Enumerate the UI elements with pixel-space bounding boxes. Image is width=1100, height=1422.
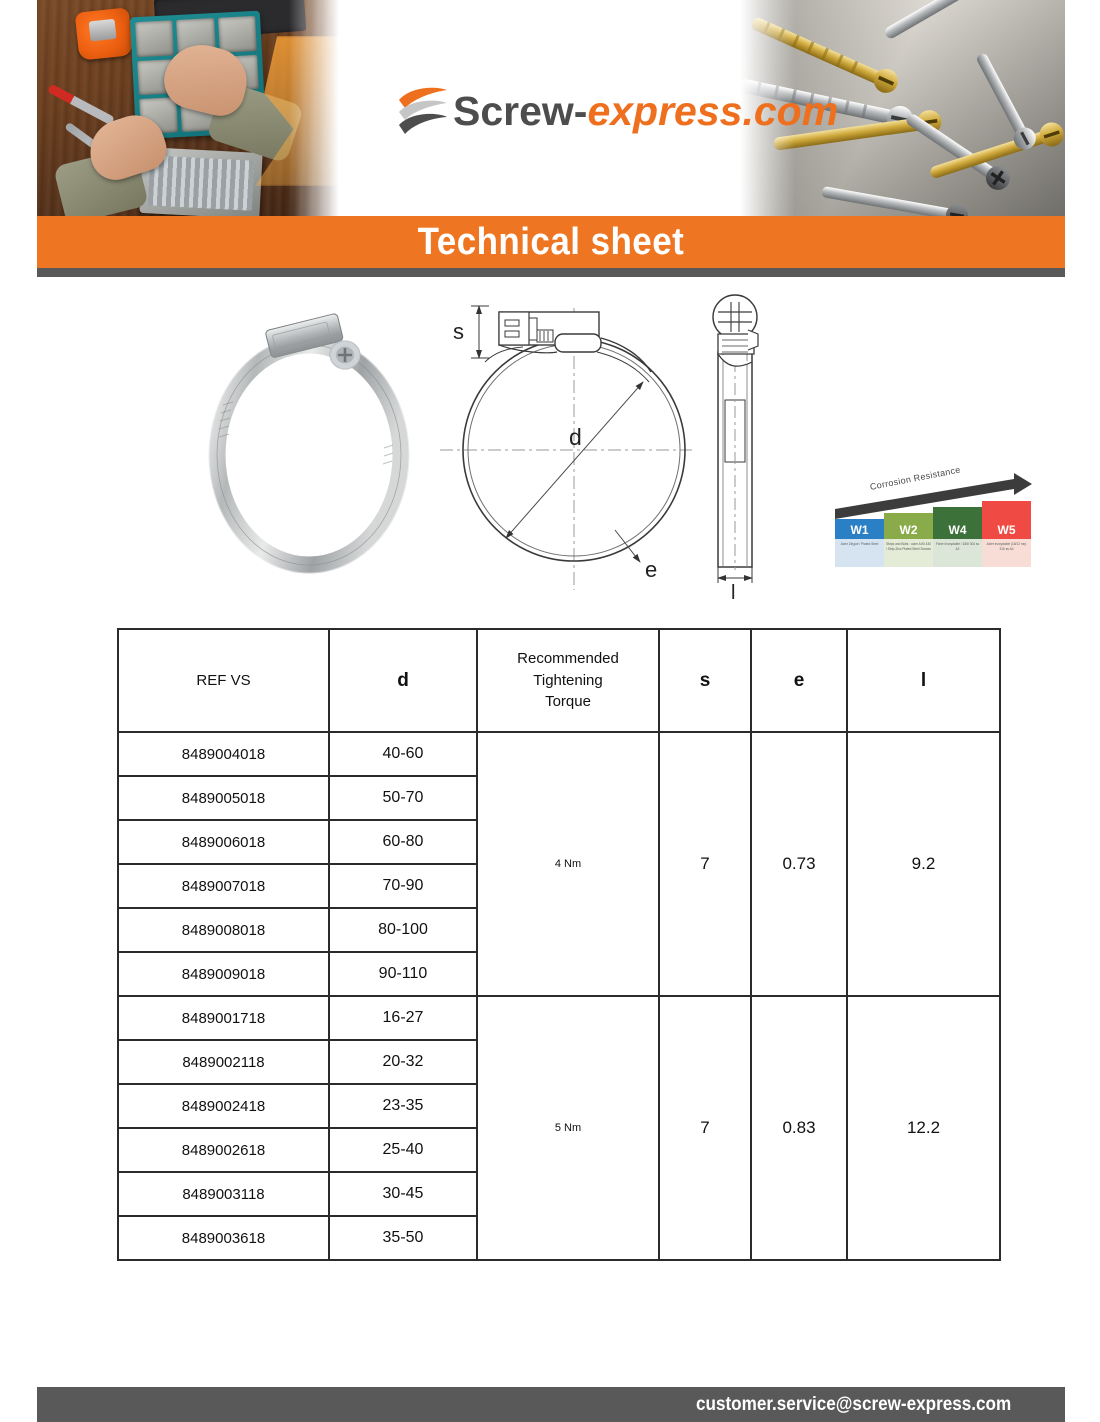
cell-s-group-2: 7 <box>658 995 752 1261</box>
contact-email[interactable]: customer.service@screw-express.com <box>695 1393 1011 1415</box>
cell-ref: 8489003618 <box>117 1215 330 1261</box>
cell-ref: 8489006018 <box>117 819 330 865</box>
grade-desc-w5: Acier inoxydable (18/12 mo) 316 ss A4 <box>982 539 1031 567</box>
cell-d: 23-35 <box>328 1083 478 1129</box>
title-underbar <box>37 268 1065 277</box>
grade-desc-w1: Acier Zingué / Plated Steel <box>835 539 884 567</box>
table-body: 8489004018 40-60 4 Nm 7 0.73 9.2 8489005… <box>117 731 1001 1261</box>
cell-d: 20-32 <box>328 1039 478 1085</box>
cell-d: 70-90 <box>328 863 478 909</box>
cell-d: 90-110 <box>328 951 478 997</box>
cell-d: 25-40 <box>328 1127 478 1173</box>
specification-table: REF VS d Recommended Tightening Torque s… <box>117 628 1001 1261</box>
col-header-torque: Recommended Tightening Torque <box>476 628 660 733</box>
dimension-label-d: d <box>569 424 582 450</box>
cell-ref: 8489003118 <box>117 1171 330 1217</box>
corrosion-grade-w4: W4 Fixier Inoxydable / 18/8 304 ss A2 <box>933 505 982 567</box>
screws-photo <box>733 0 1065 216</box>
cell-ref: 8489007018 <box>117 863 330 909</box>
corrosion-resistance-chart: Corrosion Resistance W1 Acier Zingué / P… <box>818 465 1036 581</box>
footer-bar: customer.service@screw-express.com <box>37 1387 1065 1422</box>
corrosion-grade-w5: W5 Acier inoxydable (18/12 mo) 316 ss A4 <box>982 501 1031 567</box>
tape-measure-icon <box>74 7 134 61</box>
cell-ref: 8489005018 <box>117 775 330 821</box>
col-header-s: s <box>658 628 752 733</box>
product-photo-hose-clamp <box>187 295 437 595</box>
table-row: 8489003618 35-50 <box>117 1215 1000 1261</box>
cell-d: 60-80 <box>328 819 478 865</box>
drawings-row: s d e <box>37 285 1065 605</box>
table-row: 8489005018 50-70 <box>117 775 1000 821</box>
cell-d: 35-50 <box>328 1215 478 1261</box>
table-row: 8489006018 60-80 <box>117 819 1000 865</box>
grade-desc-w2: Strips and Bolts : acier AISI 430 / Stri… <box>884 539 933 567</box>
table-row: 8489003118 30-45 <box>117 1171 1000 1217</box>
cell-l-group-2: 12.2 <box>846 995 1001 1261</box>
cell-s-group-1: 7 <box>658 731 752 997</box>
corrosion-grade-w1: W1 Acier Zingué / Plated Steel <box>835 505 884 567</box>
dimension-drawing-side-view: l <box>692 290 812 604</box>
brand-logo[interactable]: Screw-express.com <box>397 76 838 146</box>
header-banner: Screw-express.com <box>37 0 1065 216</box>
dimension-label-s: s <box>453 319 464 344</box>
cell-ref: 8489002118 <box>117 1039 330 1085</box>
table-row: 8489002118 20-32 <box>117 1039 1000 1085</box>
cell-ref: 8489002418 <box>117 1083 330 1129</box>
cell-e-group-2: 0.83 <box>750 995 848 1261</box>
logo-text-orange: express.com <box>587 87 839 134</box>
cell-d: 50-70 <box>328 775 478 821</box>
specification-table-wrapper: REF VS d Recommended Tightening Torque s… <box>117 628 1001 1261</box>
table-row: 8489009018 90-110 <box>117 951 1000 997</box>
col-header-ref: REF VS <box>117 628 330 733</box>
table-row: 8489007018 70-90 <box>117 863 1000 909</box>
table-row: 8489002618 25-40 <box>117 1127 1000 1173</box>
dimension-label-l: l <box>731 582 735 600</box>
grade-desc-w4: Fixier Inoxydable / 18/8 304 ss A2 <box>933 539 982 567</box>
corrosion-grade-w2: W2 Strips and Bolts : acier AISI 430 / S… <box>884 505 933 567</box>
dimension-drawing-front-view: s d e <box>437 290 727 600</box>
col-header-l: l <box>846 628 1001 733</box>
logo-wordmark: Screw-express.com <box>453 87 839 134</box>
grade-code-w1: W1 <box>850 523 869 537</box>
cell-ref: 8489002618 <box>117 1127 330 1173</box>
cell-d: 16-27 <box>328 995 478 1041</box>
cell-l-group-1: 9.2 <box>846 731 1001 997</box>
cell-ref: 8489009018 <box>117 951 330 997</box>
page-title: Technical sheet <box>417 221 685 263</box>
cell-d: 30-45 <box>328 1171 478 1217</box>
cell-ref: 8489004018 <box>117 731 330 777</box>
cell-d: 40-60 <box>328 731 478 777</box>
cell-torque-group-1: 4 Nm <box>476 731 660 997</box>
table-row: 8489001718 16-27 5 Nm 7 0.83 12.2 <box>117 995 1001 1261</box>
cell-torque-group-2: 5 Nm <box>476 995 660 1261</box>
grade-code-w4: W4 <box>948 523 967 537</box>
col-header-torque-line3: Torque <box>545 693 591 711</box>
logo-text-dark: Screw- <box>453 87 588 134</box>
swoosh-logo-mark-icon <box>397 84 449 138</box>
col-header-d: d <box>328 628 478 733</box>
table-header-row: REF VS d Recommended Tightening Torque s… <box>117 628 1001 733</box>
workbench-photo <box>37 0 347 216</box>
table-row: 8489002418 23-35 <box>117 1083 1000 1129</box>
cell-ref: 8489001718 <box>117 995 330 1041</box>
grade-code-w2: W2 <box>899 523 918 537</box>
col-header-torque-line2: Tightening <box>533 671 603 689</box>
col-header-e: e <box>750 628 848 733</box>
corrosion-grade-columns: W1 Acier Zingué / Plated Steel W2 Strips… <box>835 501 1031 567</box>
col-header-torque-line1: Recommended <box>517 649 619 667</box>
grade-code-w5: W5 <box>997 523 1016 537</box>
cell-e-group-1: 0.73 <box>750 731 848 997</box>
table-row: 8489008018 80-100 <box>117 907 1000 953</box>
cell-ref: 8489008018 <box>117 907 330 953</box>
title-bar: Technical sheet <box>37 216 1065 268</box>
table-row: 8489004018 40-60 4 Nm 7 0.73 9.2 <box>117 731 1001 997</box>
cell-d: 80-100 <box>328 907 478 953</box>
dimension-label-e: e <box>645 557 657 582</box>
